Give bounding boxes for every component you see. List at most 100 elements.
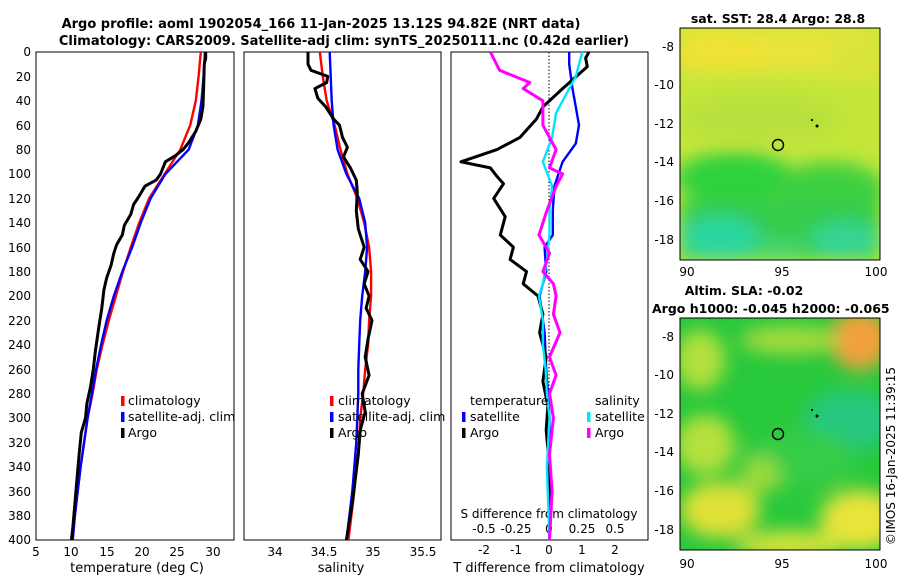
depth-tick: 20: [16, 70, 31, 84]
argo-position-marker: [771, 427, 785, 441]
legend-swatch-satellite: [121, 412, 125, 422]
legend-label-climatology: climatology: [128, 393, 201, 408]
sst-x-tick: 95: [774, 265, 789, 279]
legend-label-argo: Argo: [128, 425, 157, 440]
sst-y-tick: -10: [654, 78, 674, 92]
legend-swatch-temp-satellite: [462, 412, 466, 422]
legend-label-climatology: climatology: [338, 393, 411, 408]
temperature-x-tick: 5: [32, 545, 40, 559]
legend-label-temp-satellite: satellite: [470, 409, 520, 424]
temperature-series: [69, 51, 208, 541]
legend-swatch-climatology: [330, 396, 334, 406]
t-diff-x-tick: 1: [578, 543, 586, 557]
salinity-legend: climatology satellite-adj. clim Argo: [330, 393, 445, 440]
depth-tick: 380: [8, 509, 31, 523]
t-diff-x-tick: -1: [510, 543, 522, 557]
depth-tick: 100: [8, 167, 31, 181]
temperature-x-tick: 30: [205, 545, 220, 559]
depth-tick: 40: [16, 94, 31, 108]
temperature-x-tick: 15: [99, 545, 114, 559]
salinity-x-tick: 34: [267, 545, 282, 559]
legend-swatch-satellite: [330, 412, 334, 422]
temperature-legend: climatology satellite-adj. clim Argo: [121, 393, 235, 440]
legend-swatch-argo: [121, 428, 125, 438]
depth-axis: 0 20 40 60 80 100 120 140 160 180 200 22…: [8, 45, 31, 547]
depth-tick: 60: [16, 119, 31, 133]
sst-map-title: sat. SST: 28.4 Argo: 28.8: [691, 11, 865, 26]
series-line-satellite-adj-clim: [71, 51, 207, 541]
argo-position-marker: [771, 138, 785, 152]
temperature-x-tick: 10: [63, 545, 78, 559]
sst-x-tick: 90: [679, 265, 694, 279]
argo-track-dot: [810, 118, 814, 122]
salinity-x-label: salinity: [318, 561, 365, 576]
sst-map-frame: [679, 27, 881, 261]
argo-track-dot: [810, 408, 814, 412]
t-diff-x-tick: 0: [545, 543, 553, 557]
t-diff-x-label: T difference from climatology: [452, 561, 645, 576]
sla-y-tick: -16: [654, 484, 674, 498]
legend-swatch-sal-satellite: [587, 412, 591, 422]
sla-x-tick: 90: [679, 557, 694, 571]
legend-swatch-argo: [330, 428, 334, 438]
temperature-plot-frame: [35, 51, 235, 541]
s-diff-tick: -0.5: [472, 522, 495, 536]
temperature-x-axis: 5 10 15 20 25 30 temperature (deg C): [32, 545, 220, 576]
depth-tick: 120: [8, 192, 31, 206]
salinity-series: [306, 51, 374, 541]
series-line-climatology: [70, 51, 202, 541]
credit-text: ©IMOS 16-Jan-2025 11:39:15: [884, 367, 898, 545]
legend-head-temperature: temperature: [470, 393, 549, 408]
sst-y-tick: -12: [654, 117, 674, 131]
depth-tick: 240: [8, 338, 31, 352]
salinity-plot-frame: [243, 51, 442, 541]
temperature-x-tick: 25: [169, 545, 184, 559]
depth-tick: 300: [8, 411, 31, 425]
argo-track-dot: [815, 124, 819, 128]
argo-track-dot: [815, 414, 819, 418]
sst-y-axis: -8 -10 -12 -14 -16 -18: [654, 40, 674, 247]
sst-x-tick: 100: [865, 265, 888, 279]
legend-label-temp-argo: Argo: [470, 425, 499, 440]
legend-swatch-sal-argo: [587, 428, 591, 438]
salinity-x-tick: 34.5: [311, 545, 338, 559]
difference-legend: temperature salinity satellite Argo sate…: [462, 393, 645, 440]
depth-tick: 160: [8, 241, 31, 255]
series-line-salinity-argo: [489, 51, 565, 541]
sla-map-subtitle: Argo h1000: -0.045 h2000: -0.065: [652, 301, 890, 316]
sst-y-tick: -8: [662, 40, 674, 54]
s-diff-tick: 0.25: [569, 522, 596, 536]
sst-y-tick: -14: [654, 155, 674, 169]
salinity-x-tick: 35: [365, 545, 380, 559]
depth-tick: 200: [8, 289, 31, 303]
depth-tick: 140: [8, 216, 31, 230]
sla-x-tick: 95: [774, 557, 789, 571]
sla-map-frame: [679, 317, 881, 551]
depth-tick: 280: [8, 387, 31, 401]
depth-tick: 360: [8, 485, 31, 499]
s-diff-tick: -0.25: [500, 522, 531, 536]
t-diff-x-tick: 2: [611, 543, 619, 557]
legend-label-sal-satellite: satellite: [595, 409, 645, 424]
sla-y-tick: -10: [654, 368, 674, 382]
depth-tick: 260: [8, 363, 31, 377]
series-line-salinity-satellite: [537, 51, 584, 541]
legend-label-satellite: satellite-adj. clim: [338, 409, 445, 424]
depth-tick: 0: [23, 45, 31, 59]
series-line-temperature-satellite: [538, 52, 581, 540]
series-line-argo: [306, 52, 374, 541]
depth-tick: 80: [16, 143, 31, 157]
sla-y-axis: -8 -10 -12 -14 -16 -18: [654, 330, 674, 537]
sla-y-tick: -8: [662, 330, 674, 344]
sla-x-tick: 100: [865, 557, 888, 571]
salinity-x-axis: 34 34.5 35 35.5 salinity: [267, 545, 436, 576]
depth-tick: 320: [8, 436, 31, 450]
series-line-temperature-argo: [459, 51, 591, 540]
s-diff-tick: 0.5: [605, 522, 624, 536]
title-line-1: Argo profile: aoml 1902054_166 11-Jan-20…: [62, 17, 581, 32]
depth-tick: 220: [8, 314, 31, 328]
sla-map-title: Altim. SLA: -0.02: [685, 283, 804, 298]
sst-map: [680, 28, 880, 260]
depth-tick: 180: [8, 265, 31, 279]
salinity-x-tick: 35.5: [410, 545, 437, 559]
